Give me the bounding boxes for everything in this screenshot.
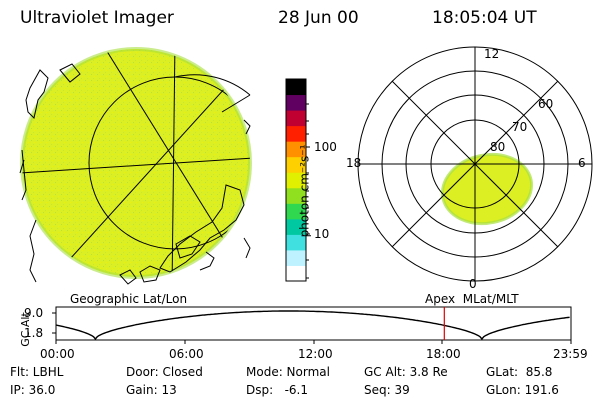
colorbar-band (286, 234, 306, 251)
time-label: 18:05:04 UT (432, 8, 537, 28)
mode-status: Mode: Normal (246, 365, 330, 379)
xtick-label: 18:00 (426, 347, 461, 361)
polar-label-80: 80 (490, 140, 506, 154)
auroral-oval-image (442, 154, 532, 224)
colorbar-band (286, 172, 306, 189)
mlat-mlt-polar-panel (357, 46, 593, 282)
coastlines (21, 63, 251, 285)
geographic-caption: Geographic Lat/Lon (70, 292, 188, 306)
polar-label-0: 0 (469, 277, 477, 291)
colorbar-band (286, 79, 306, 96)
xtick-label: 23:59 (553, 347, 588, 361)
polar-label-18: 18 (346, 156, 362, 170)
apex-caption: Apex MLat/MLT (425, 292, 519, 306)
xtick-label: 06:00 (169, 347, 204, 361)
altitude-ytick-bottom: 1.8 (24, 326, 44, 340)
altitude-curve (55, 310, 570, 341)
filter-status: Flt: LBHL (10, 365, 64, 379)
colorbar-tick-10: 10 (314, 227, 330, 241)
instrument-title: Ultraviolet Imager (20, 8, 174, 28)
seq-status: Seq: 39 (364, 383, 410, 397)
date-label: 28 Jun 00 (278, 8, 359, 28)
colorbar-band (286, 110, 306, 127)
colorbar-band (286, 94, 306, 111)
colorbar-band (286, 156, 306, 173)
colorbar-tick-100: 100 (314, 140, 337, 154)
ip-status: IP: 36.0 (10, 383, 56, 397)
altitude-ytick-top: 9.0 (24, 306, 44, 320)
door-status: Door: Closed (126, 365, 203, 379)
gc-alt-status: GC Alt: 3.8 Re (364, 365, 448, 379)
geographic-image-panel (19, 47, 252, 285)
polar-label-12: 12 (484, 47, 500, 61)
polar-label-70: 70 (512, 120, 528, 134)
polar-label-6: 6 (578, 156, 586, 170)
colorbar-band (286, 125, 306, 142)
xtick-label: 00:00 (40, 347, 75, 361)
colorbar-band (286, 187, 306, 204)
gain-status: Gain: 13 (126, 383, 177, 397)
auroral-disk-image (22, 49, 250, 277)
colorbar-band (286, 265, 306, 281)
colorbar-band (286, 203, 306, 220)
colorbar-band (286, 141, 306, 158)
colorbar-band (286, 218, 306, 235)
dsp-status: Dsp: -6.1 (246, 383, 309, 397)
colorbar (285, 78, 310, 282)
glat-status: GLat: 85.8 (486, 365, 553, 379)
colorbar-units-label: photon cm⁻²s⁻¹ (297, 144, 312, 238)
altitude-plot (52, 306, 572, 344)
glon-status: GLon: 191.6 (486, 383, 559, 397)
xtick-label: 12:00 (298, 347, 333, 361)
colorbar-band (286, 249, 306, 266)
polar-label-60: 60 (538, 97, 554, 111)
